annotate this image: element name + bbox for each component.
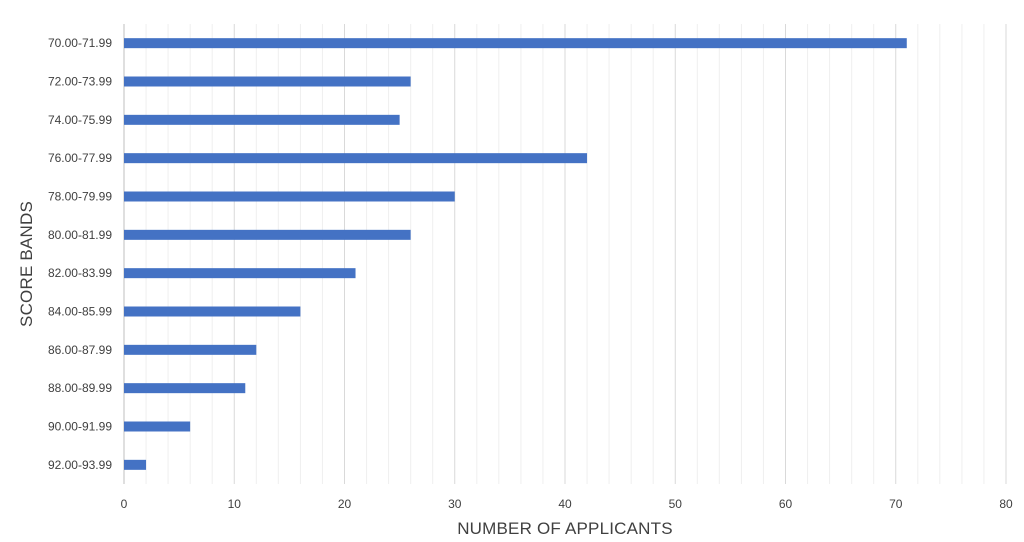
y-tick-label: 86.00-87.99: [48, 343, 112, 357]
y-tick-labels: 70.00-71.99 72.00-73.99 74.00-75.99 76.00-7…: [48, 36, 112, 472]
y-tick-label: 72.00-73.99: [48, 75, 112, 89]
y-tick-label: 70.00-71.99: [48, 36, 112, 50]
major-grid: [233, 24, 1007, 484]
bars: [124, 38, 907, 470]
x-tick-label: 10: [228, 497, 242, 511]
bar: [124, 38, 907, 49]
y-tick-label: 76.00-77.99: [48, 151, 112, 165]
x-tick-label: 60: [779, 497, 793, 511]
x-axis-title: NUMBER OF APPLICANTS: [457, 519, 673, 538]
y-axis-title: SCORE BANDS: [17, 201, 36, 327]
x-tick-label: 30: [448, 497, 462, 511]
x-tick-labels: 0 10 20 30 40 50 60 70 80: [121, 497, 1013, 511]
minor-grid: [145, 24, 985, 484]
bar: [124, 268, 356, 279]
x-tick-label: 40: [558, 497, 572, 511]
bar: [124, 191, 455, 202]
x-tick-label: 50: [669, 497, 683, 511]
bar: [124, 153, 588, 164]
bar: [124, 76, 411, 87]
bar: [124, 459, 147, 470]
bar: [124, 344, 257, 355]
x-tick-label: 0: [121, 497, 128, 511]
x-tick-label: 20: [338, 497, 352, 511]
bar: [124, 383, 246, 394]
bar: [124, 114, 400, 125]
bar: [124, 229, 411, 240]
y-tick-label: 84.00-85.99: [48, 305, 112, 319]
x-tick-label: 70: [889, 497, 903, 511]
y-tick-label: 92.00-93.99: [48, 458, 112, 472]
y-tick-label: 80.00-81.99: [48, 228, 112, 242]
bar: [124, 421, 191, 432]
y-tick-label: 78.00-79.99: [48, 190, 112, 204]
y-tick-label: 74.00-75.99: [48, 113, 112, 127]
y-tick-label: 90.00-91.99: [48, 420, 112, 434]
y-tick-label: 88.00-89.99: [48, 381, 112, 395]
x-tick-label: 80: [999, 497, 1013, 511]
bar: [124, 306, 301, 317]
y-tick-label: 82.00-83.99: [48, 266, 112, 280]
